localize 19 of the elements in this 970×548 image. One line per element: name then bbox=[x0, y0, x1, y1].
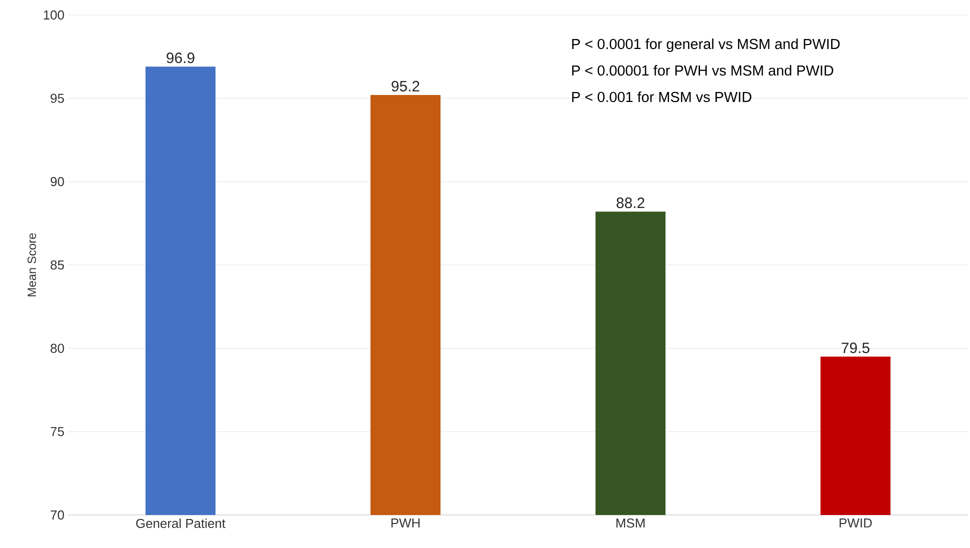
annotation: P < 0.0001 for general vs MSM and PWID bbox=[572, 38, 840, 52]
data-label: 79.5 bbox=[842, 342, 870, 354]
y-axis-title: Mean Score bbox=[28, 233, 36, 296]
y-tick-label: 100 bbox=[44, 10, 64, 20]
data-label: 88.2 bbox=[616, 198, 644, 208]
y-tick-label: 80 bbox=[50, 344, 64, 353]
y-tick-label: 85 bbox=[50, 260, 64, 270]
annotation: P < 0.00001 for PWH vs MSM and PWID bbox=[572, 65, 834, 76]
y-tick-label: 75 bbox=[50, 427, 64, 436]
y-tick-label: 90 bbox=[50, 177, 64, 186]
x-tick-label: PWH bbox=[391, 518, 420, 528]
x-tick-label: MSM bbox=[616, 518, 645, 528]
data-label: 96.9 bbox=[166, 52, 194, 64]
x-tick-label: General Patient bbox=[136, 518, 226, 528]
x-tick-label: PWID bbox=[840, 518, 872, 528]
y-tick-label: 95 bbox=[50, 94, 64, 103]
data-label: 95.2 bbox=[392, 80, 420, 92]
annotation: P < 0.001 for MSM vs PWID bbox=[572, 92, 752, 102]
y-tick-label: 70 bbox=[50, 510, 64, 520]
